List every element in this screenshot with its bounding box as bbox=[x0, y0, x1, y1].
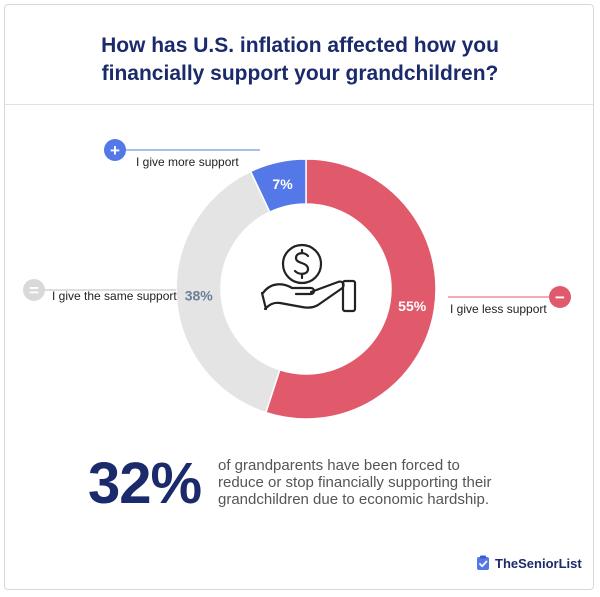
marker-symbol-0: − bbox=[555, 288, 565, 307]
donut-chart: 55% 38% 7% − = + bbox=[23, 139, 571, 420]
slice-0 bbox=[264, 158, 437, 420]
marker-circle-0 bbox=[549, 286, 571, 308]
value-label-0: 55% bbox=[398, 298, 427, 314]
marker-circle-1 bbox=[23, 279, 45, 301]
page-title: How has U.S. inflation affected how you … bbox=[0, 32, 600, 88]
stat-value: 32% bbox=[88, 451, 202, 516]
leader-lines bbox=[34, 149, 560, 298]
label-less-support: I give less support bbox=[450, 302, 547, 316]
marker-circle-2 bbox=[104, 139, 126, 161]
marker-symbol-2: + bbox=[110, 141, 120, 160]
title-line-2: financially support your grandchildren? bbox=[101, 62, 499, 85]
stat-line-2: reduce or stop financially supporting th… bbox=[218, 474, 492, 491]
title-line-1: How has U.S. inflation affected how you bbox=[101, 34, 499, 57]
stat-description: of grandparents have been forced to redu… bbox=[218, 457, 518, 508]
donut-slices bbox=[175, 158, 437, 420]
stat-line-1: of grandparents have been forced to bbox=[218, 457, 460, 474]
label-more-support: I give more support bbox=[136, 155, 239, 169]
brand-logo: TheSeniorList bbox=[476, 555, 582, 571]
value-labels: 55% 38% 7% bbox=[185, 176, 427, 314]
slice-1 bbox=[175, 170, 281, 414]
slice-2 bbox=[249, 158, 307, 214]
money-in-hand-icon bbox=[260, 243, 357, 313]
brand-name: TheSeniorList bbox=[495, 555, 582, 571]
legend-markers: − = + bbox=[23, 139, 571, 308]
stat-line-3: grandchildren due to economic hardship. bbox=[218, 491, 490, 508]
marker-symbol-1: = bbox=[29, 281, 39, 300]
title-divider bbox=[5, 104, 593, 105]
value-label-1: 38% bbox=[185, 288, 214, 304]
value-label-2: 7% bbox=[272, 176, 293, 192]
label-same-support: I give the same support bbox=[52, 289, 177, 303]
checklist-icon bbox=[477, 555, 489, 570]
